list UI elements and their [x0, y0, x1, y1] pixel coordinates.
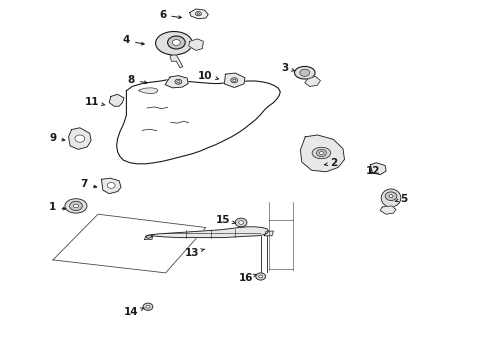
Ellipse shape: [156, 32, 192, 55]
Circle shape: [177, 81, 180, 83]
Circle shape: [146, 305, 150, 308]
Text: 6: 6: [159, 10, 181, 20]
Polygon shape: [300, 135, 344, 172]
Ellipse shape: [65, 199, 87, 213]
Circle shape: [389, 195, 393, 198]
Circle shape: [197, 13, 199, 14]
Circle shape: [196, 12, 201, 16]
Text: 16: 16: [239, 273, 256, 283]
Polygon shape: [265, 231, 273, 236]
Text: 12: 12: [366, 166, 381, 176]
Circle shape: [168, 36, 185, 49]
Polygon shape: [117, 80, 280, 164]
Polygon shape: [69, 128, 91, 149]
Ellipse shape: [381, 189, 401, 207]
Text: 7: 7: [80, 179, 97, 189]
Circle shape: [256, 273, 266, 280]
Ellipse shape: [294, 66, 315, 79]
Circle shape: [175, 79, 182, 84]
Polygon shape: [170, 55, 183, 68]
Text: 5: 5: [395, 194, 408, 204]
Text: 10: 10: [197, 71, 219, 81]
Circle shape: [143, 303, 153, 310]
Polygon shape: [146, 227, 269, 238]
Polygon shape: [305, 76, 320, 86]
Text: 1: 1: [49, 202, 66, 212]
Polygon shape: [109, 94, 124, 106]
Circle shape: [239, 221, 244, 224]
Circle shape: [233, 79, 236, 81]
Circle shape: [317, 149, 326, 157]
Circle shape: [300, 69, 310, 76]
Polygon shape: [190, 9, 208, 19]
Polygon shape: [101, 178, 121, 194]
Polygon shape: [139, 88, 158, 94]
Circle shape: [172, 40, 180, 45]
Text: 2: 2: [324, 158, 338, 168]
Ellipse shape: [312, 147, 331, 159]
Polygon shape: [189, 39, 203, 50]
Polygon shape: [380, 206, 396, 214]
Circle shape: [259, 275, 263, 278]
Text: 4: 4: [122, 35, 144, 45]
Polygon shape: [224, 73, 245, 87]
Text: 13: 13: [185, 248, 205, 258]
Circle shape: [70, 201, 82, 211]
Circle shape: [75, 135, 85, 142]
Text: 3: 3: [282, 63, 294, 73]
Circle shape: [235, 218, 247, 227]
Text: 14: 14: [124, 307, 144, 318]
Polygon shape: [370, 163, 386, 175]
Text: 9: 9: [49, 132, 65, 143]
Circle shape: [385, 192, 397, 201]
Circle shape: [319, 152, 323, 154]
Text: 8: 8: [128, 75, 147, 85]
Circle shape: [107, 183, 115, 188]
Text: 11: 11: [85, 96, 105, 107]
Text: 15: 15: [216, 215, 236, 225]
Polygon shape: [165, 76, 188, 88]
Circle shape: [231, 78, 238, 83]
Circle shape: [74, 204, 78, 208]
Polygon shape: [145, 236, 153, 239]
